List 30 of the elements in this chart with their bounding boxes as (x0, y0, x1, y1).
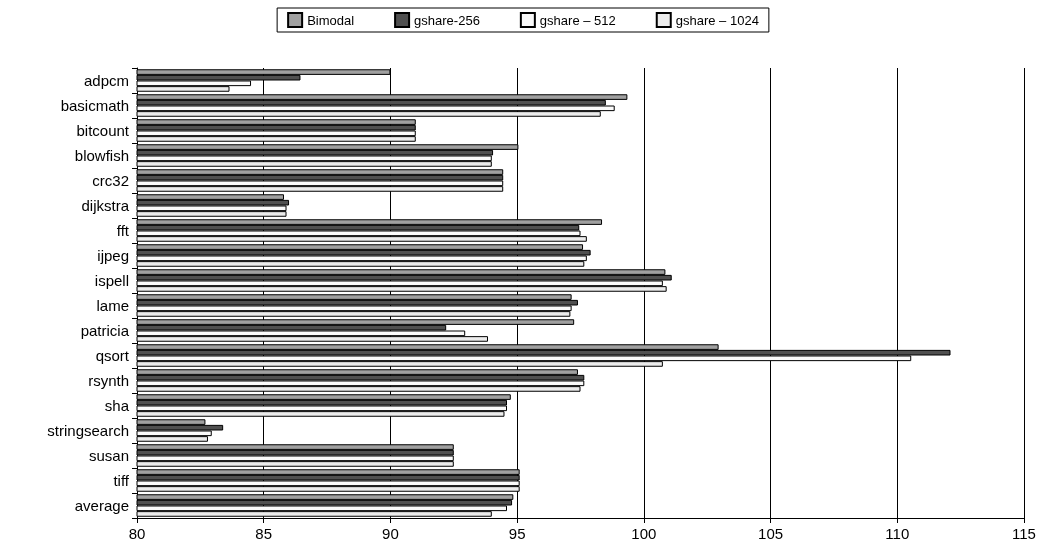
y-tick-label: patricia (80, 322, 130, 339)
y-tick-label: susan (88, 447, 129, 464)
y-tick-label: basicmath (60, 97, 129, 114)
x-tick-label: 95 (508, 525, 526, 542)
x-tick-label: 115 (1012, 525, 1036, 542)
legend-label: Bimodal (307, 12, 355, 28)
legend-label: gshare-256 (414, 12, 480, 28)
y-tick-label: sha (104, 397, 130, 414)
y-tick-label: rsynth (88, 372, 129, 389)
y-tick-label: adpcm (83, 72, 129, 89)
x-tick-label: 85 (255, 525, 273, 542)
y-tick-label: ispell (94, 272, 129, 289)
y-tick-label: qsort (95, 347, 130, 364)
y-tick-label: crc32 (92, 172, 129, 189)
x-tick-label: 105 (758, 525, 784, 542)
x-tick-label: 90 (382, 525, 399, 542)
y-tick-label: dijkstra (81, 197, 130, 214)
y-tick-label: stringsearch (47, 422, 129, 439)
x-tick-label: 110 (885, 525, 910, 542)
legend-label: gshare – 1024 (675, 12, 759, 28)
legend-label: gshare – 512 (539, 12, 616, 28)
x-tick-label: 80 (128, 525, 146, 542)
y-tick-label: tiff (113, 472, 130, 489)
y-tick-label: ijpeg (97, 247, 129, 264)
y-tick-label: fft (116, 222, 130, 239)
y-tick-label: lame (96, 297, 129, 314)
y-tick-label: average (74, 497, 129, 514)
y-tick-label: blowfish (74, 147, 129, 164)
x-tick-label: 100 (631, 525, 657, 542)
y-tick-label: bitcount (76, 122, 130, 139)
